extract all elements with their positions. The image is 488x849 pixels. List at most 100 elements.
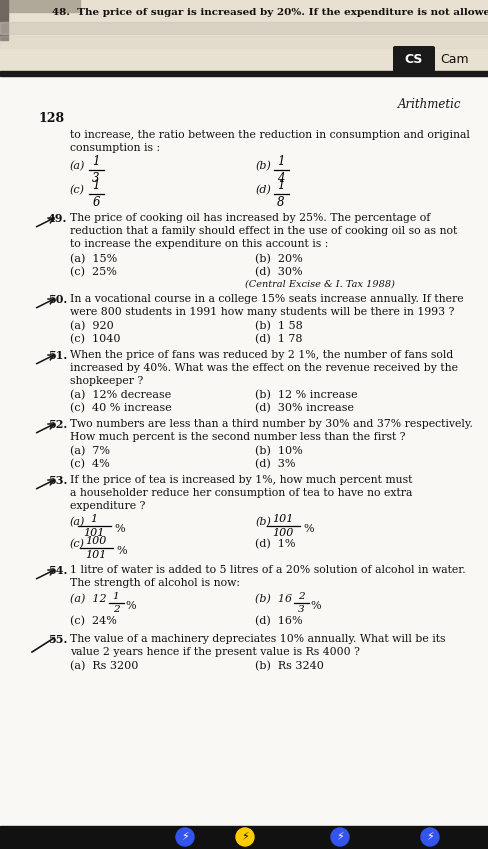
Text: ⚡: ⚡ (335, 832, 343, 842)
Bar (0, 36, 488, 48)
Text: How much percent is the second number less than the first ?: How much percent is the second number le… (70, 432, 405, 442)
Text: 53.: 53. (48, 475, 67, 486)
Text: 1: 1 (90, 514, 98, 524)
Text: reduction that a family should effect in the use of cooking oil so as not: reduction that a family should effect in… (70, 226, 456, 236)
Text: ⚡: ⚡ (425, 832, 433, 842)
Text: (c)  24%: (c) 24% (70, 616, 117, 627)
Text: (c): (c) (70, 539, 85, 549)
Text: (a)  12% decrease: (a) 12% decrease (70, 390, 171, 401)
Text: increased by 40%. What was the effect on the revenue received by the: increased by 40%. What was the effect on… (70, 363, 457, 373)
Text: shopkeeper ?: shopkeeper ? (70, 376, 143, 386)
Text: The price of cooking oil has increased by 25%. The percentage of: The price of cooking oil has increased b… (70, 213, 429, 223)
Text: were 800 students in 1991 how many students will be there in 1993 ?: were 800 students in 1991 how many stude… (70, 307, 453, 317)
Text: If the price of tea is increased by 1%, how much percent must: If the price of tea is increased by 1%, … (70, 475, 411, 485)
Text: The strength of alcohol is now:: The strength of alcohol is now: (70, 578, 240, 588)
Text: (b): (b) (254, 517, 270, 527)
Text: 52.: 52. (48, 419, 67, 430)
Text: 3: 3 (297, 605, 304, 614)
Text: %: % (303, 524, 313, 534)
Text: 6: 6 (92, 196, 100, 209)
Text: CS: CS (404, 53, 422, 65)
Text: (a)  920: (a) 920 (70, 321, 114, 331)
Bar (0, 76, 488, 826)
Text: (a)  15%: (a) 15% (70, 254, 117, 264)
Text: (b)  1 58: (b) 1 58 (254, 321, 302, 331)
Text: value 2 years hence if the present value is Rs 4000 ?: value 2 years hence if the present value… (70, 647, 359, 657)
Text: to increase the expenditure on this account is :: to increase the expenditure on this acco… (70, 239, 328, 249)
Text: 1: 1 (277, 155, 284, 168)
Bar (0, 0, 8, 40)
Text: 101: 101 (272, 514, 293, 524)
Bar (0, 71, 488, 76)
Text: 3: 3 (92, 172, 100, 185)
Text: (d)  30% increase: (d) 30% increase (254, 403, 353, 413)
Bar (0, 0, 488, 75)
Text: 51.: 51. (48, 350, 67, 361)
Text: %: % (309, 601, 320, 611)
Text: 49.: 49. (48, 213, 67, 224)
Text: 101: 101 (85, 550, 106, 560)
Bar (0, 0, 80, 12)
Text: (b)  16: (b) 16 (254, 594, 291, 604)
Text: 55.: 55. (48, 634, 67, 645)
Text: (d)  1 78: (d) 1 78 (254, 334, 302, 345)
Text: %: % (125, 601, 135, 611)
Text: (b)  10%: (b) 10% (254, 446, 302, 456)
Text: %: % (116, 546, 126, 556)
Text: Cam: Cam (439, 53, 468, 65)
Text: Two numbers are less than a third number by 30% and 37% respectively.: Two numbers are less than a third number… (70, 419, 472, 429)
Text: 1: 1 (92, 155, 100, 168)
Text: 4: 4 (277, 172, 284, 185)
Text: When the price of fans was reduced by 2 1%, the number of fans sold: When the price of fans was reduced by 2 … (70, 350, 452, 360)
Bar (0, 826, 488, 849)
Text: 100: 100 (272, 528, 293, 538)
Text: 50.: 50. (48, 294, 67, 305)
Text: expenditure ?: expenditure ? (70, 501, 145, 511)
Text: consumption is :: consumption is : (70, 143, 160, 153)
Text: 8: 8 (277, 196, 284, 209)
Text: 2: 2 (112, 605, 119, 614)
Text: (c)  4%: (c) 4% (70, 459, 109, 469)
Text: 101: 101 (83, 528, 104, 538)
Bar (0, 22, 488, 34)
Text: (a)  7%: (a) 7% (70, 446, 110, 456)
Text: 1 litre of water is added to 5 litres of a 20% solution of alcohol in water.: 1 litre of water is added to 5 litres of… (70, 565, 465, 575)
Text: (d)  16%: (d) 16% (254, 616, 302, 627)
Text: a householder reduce her consumption of tea to have no extra: a householder reduce her consumption of … (70, 488, 411, 498)
Text: to increase, the ratio between the reduction in consumption and original: to increase, the ratio between the reduc… (70, 130, 469, 140)
Circle shape (420, 828, 438, 846)
Text: (c)  1040: (c) 1040 (70, 334, 120, 345)
Text: (d)  30%: (d) 30% (254, 267, 302, 278)
Text: ⚡: ⚡ (241, 832, 248, 842)
Text: (c): (c) (70, 185, 85, 195)
Text: (d)  1%: (d) 1% (254, 539, 295, 549)
Text: (b)  20%: (b) 20% (254, 254, 302, 264)
Text: (a): (a) (70, 161, 85, 171)
Text: The value of a machinery depreciates 10% annually. What will be its: The value of a machinery depreciates 10%… (70, 634, 445, 644)
Text: (c)  25%: (c) 25% (70, 267, 117, 278)
Circle shape (176, 828, 194, 846)
Text: 48.  The price of sugar is increased by 20%. If the expenditure is not allowed: 48. The price of sugar is increased by 2… (52, 8, 488, 17)
Text: ⚡: ⚡ (181, 832, 188, 842)
Text: 1: 1 (277, 179, 284, 192)
FancyBboxPatch shape (392, 46, 434, 72)
Text: (a): (a) (70, 517, 85, 527)
Text: 2: 2 (297, 592, 304, 601)
Text: (d)  3%: (d) 3% (254, 459, 295, 469)
Text: (a)  Rs 3200: (a) Rs 3200 (70, 661, 138, 672)
Text: 54.: 54. (48, 565, 67, 576)
Text: In a vocational course in a college 15% seats increase annually. If there: In a vocational course in a college 15% … (70, 294, 463, 304)
Text: (a)  12: (a) 12 (70, 594, 106, 604)
Text: (b): (b) (254, 161, 270, 171)
Text: (c)  40 % increase: (c) 40 % increase (70, 403, 171, 413)
Text: (b)  12 % increase: (b) 12 % increase (254, 390, 357, 401)
Text: 1: 1 (92, 179, 100, 192)
Text: 128: 128 (38, 112, 64, 125)
Text: 100: 100 (85, 536, 106, 546)
Text: (d): (d) (254, 185, 270, 195)
Text: 1: 1 (112, 592, 119, 601)
Text: (b)  Rs 3240: (b) Rs 3240 (254, 661, 323, 672)
Text: (Central Excise & I. Tax 1988): (Central Excise & I. Tax 1988) (244, 280, 394, 289)
Text: Arithmetic: Arithmetic (397, 98, 460, 111)
Circle shape (330, 828, 348, 846)
